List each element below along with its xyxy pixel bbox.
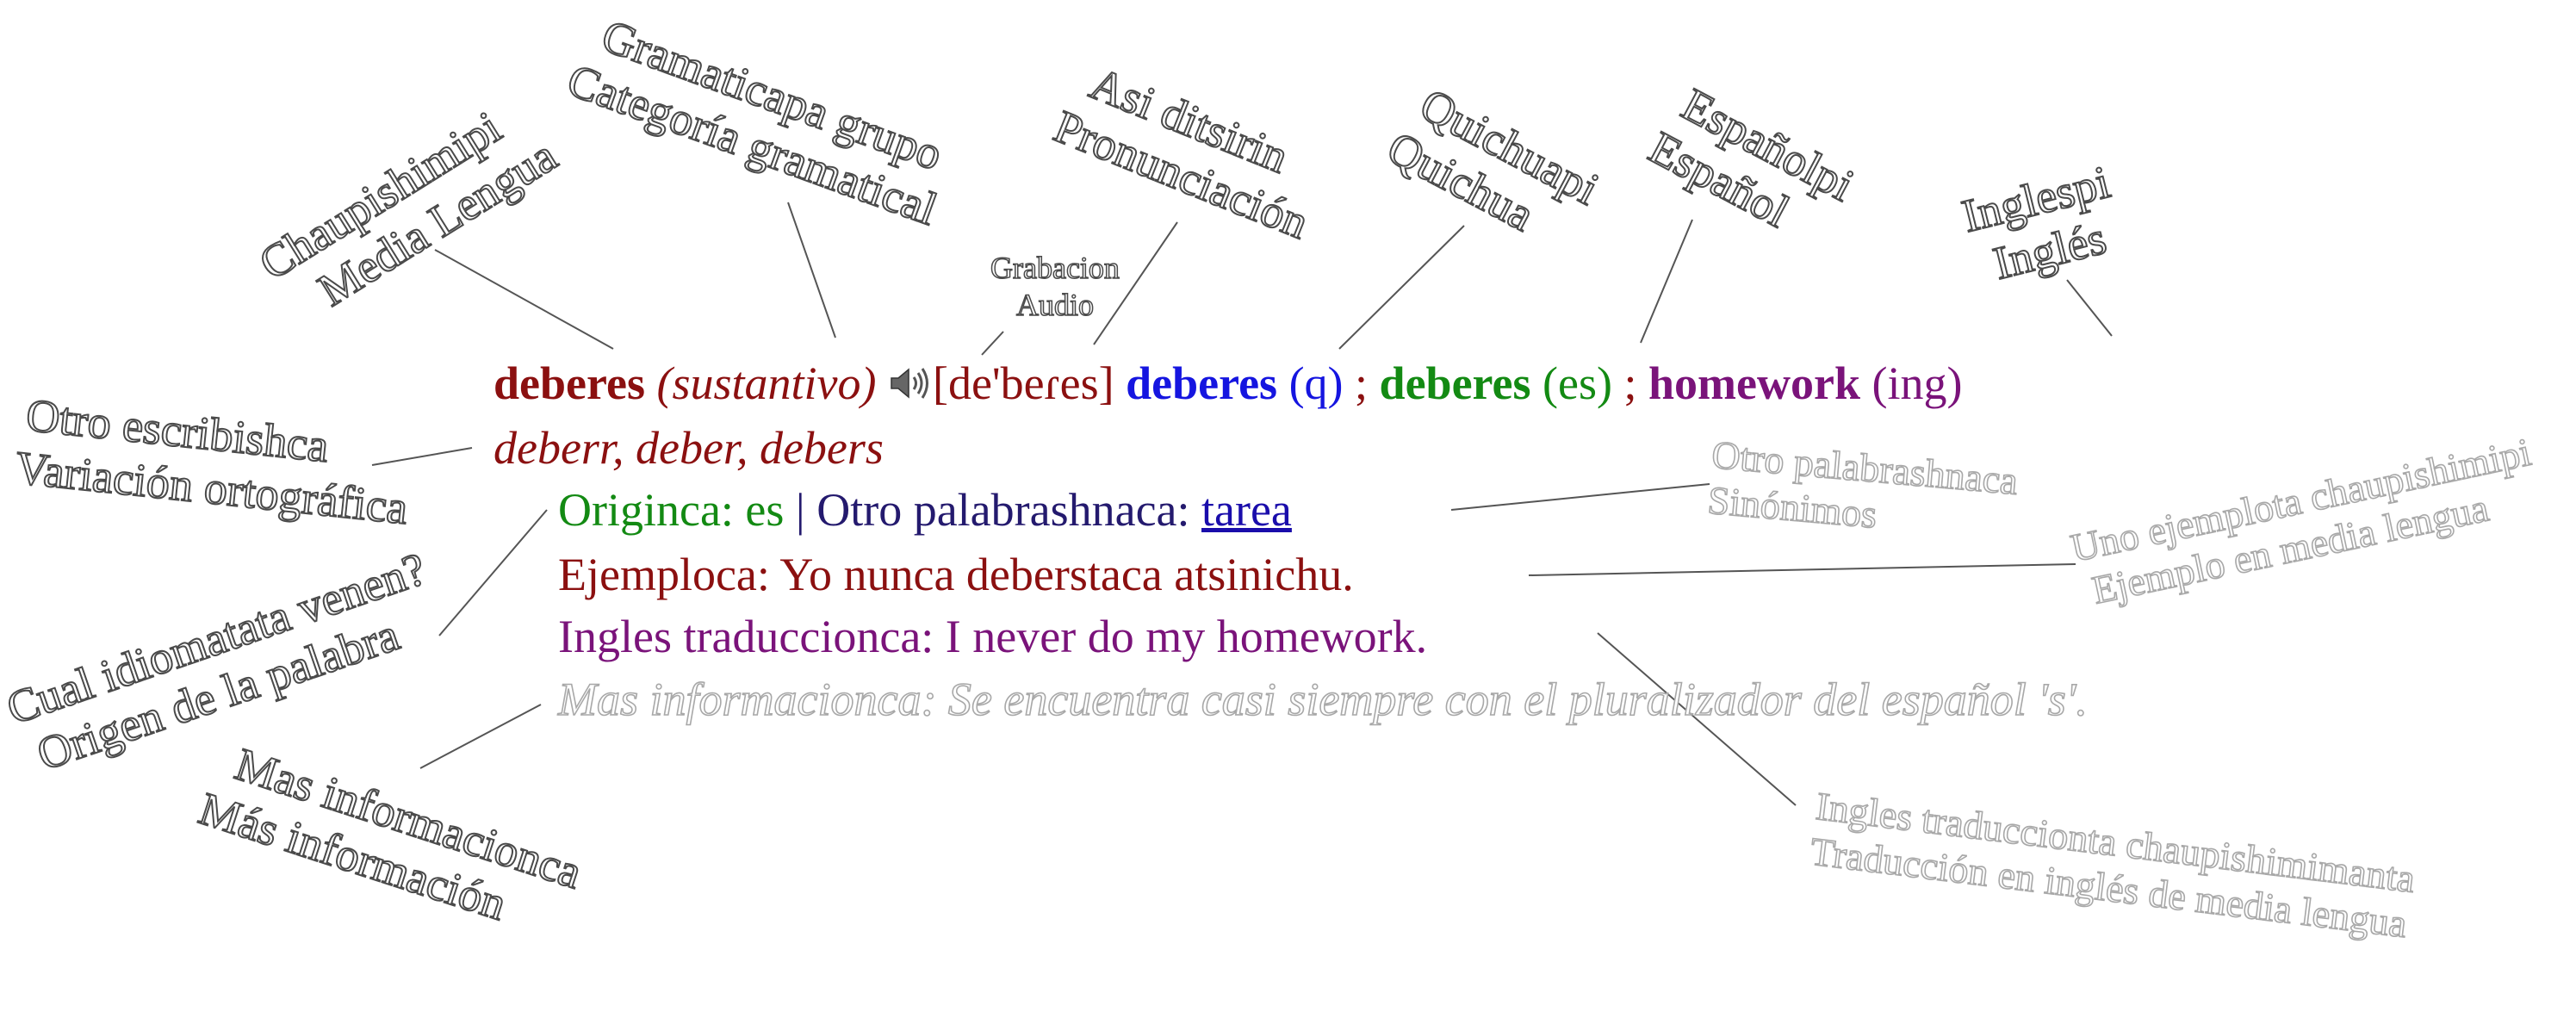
example-sentence: Ejemploca: Yo nunca deberstaca atsinichu… [558, 549, 1354, 600]
separator: ; [1623, 357, 1637, 409]
leader-espanol [1640, 219, 1693, 344]
leader-traduccion [1597, 632, 1797, 806]
callout-line: Grabacion [990, 250, 1120, 286]
quichua-word: deberes [1126, 357, 1278, 409]
leader-categoria [787, 202, 836, 338]
english-translation: Ingles traduccionca: I never do my homew… [558, 611, 1428, 662]
synonym-link[interactable]: tarea [1201, 484, 1292, 536]
espanol-word: deberes [1379, 357, 1531, 409]
origin: Originca: es [558, 484, 785, 536]
speaker-icon[interactable] [888, 363, 933, 410]
leader-pronunciacion [1093, 221, 1178, 345]
leader-ingles [2066, 279, 2113, 337]
more-information: Mas informacionca: Se encuentra casi sie… [557, 674, 2088, 725]
origin-synonyms-line: Originca: es | Otro palabrashnaca: tarea [558, 487, 1292, 533]
leader-origen [438, 509, 548, 636]
spelling-variants: deberr, deber, debers [493, 422, 884, 474]
espanol-tag: (es) [1542, 357, 1612, 409]
leader-mas-info [419, 704, 542, 769]
leader-ejemplo [1528, 563, 2076, 576]
leader-audio [981, 331, 1004, 356]
pipe-separator: | [795, 484, 805, 536]
leader-variacion [371, 447, 473, 466]
separator: ; [1355, 357, 1369, 409]
leader-sinonimos [1450, 483, 1710, 511]
pronunciation: [de'beɾes] [932, 357, 1114, 409]
leader-quichua [1338, 225, 1465, 350]
leader-media-lengua [434, 249, 614, 350]
entry-line-1: deberes (sustantivo) [de'beɾes] deberes … [493, 360, 1962, 410]
synonyms-label: Otro palabrashnaca: [816, 484, 1190, 536]
part-of-speech: (sustantivo) [656, 357, 877, 409]
ingles-word: homework [1648, 357, 1860, 409]
ingles-tag: (ing) [1871, 357, 1963, 409]
callout-audio: Grabacion Audio [990, 250, 1120, 324]
callout-line: Audio [1015, 287, 1094, 323]
headword: deberes [493, 357, 645, 409]
quichua-tag: (q) [1288, 357, 1344, 409]
